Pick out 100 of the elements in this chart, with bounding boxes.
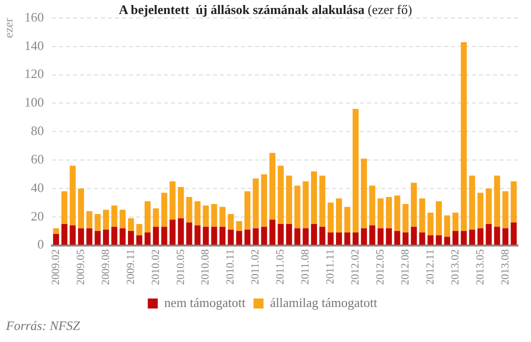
bar xyxy=(269,220,276,245)
bar xyxy=(178,218,184,245)
bar xyxy=(161,226,168,245)
bar xyxy=(344,206,350,232)
bar xyxy=(386,228,392,245)
bar xyxy=(94,231,101,245)
bar xyxy=(419,198,426,232)
x-tick-label: 2012.05 xyxy=(374,248,386,285)
bar xyxy=(502,228,508,245)
bar xyxy=(252,178,259,228)
bar xyxy=(352,108,359,232)
bar xyxy=(186,222,192,245)
bar xyxy=(61,224,68,245)
bar xyxy=(178,187,184,218)
bar xyxy=(428,235,434,245)
y-tick-label: 60 xyxy=(30,151,44,166)
bar xyxy=(494,176,500,227)
y-tick-label: 20 xyxy=(30,208,44,224)
bar xyxy=(452,212,458,232)
bar xyxy=(360,228,367,245)
bar xyxy=(111,226,118,245)
bar xyxy=(436,235,442,245)
bar xyxy=(319,226,326,245)
legend-label: államilag támogatott xyxy=(270,294,378,310)
bar xyxy=(352,232,359,245)
bar xyxy=(120,228,126,245)
y-tick-label: 160 xyxy=(24,9,44,24)
bar xyxy=(378,198,384,228)
bar xyxy=(360,158,367,228)
bar xyxy=(269,152,276,220)
bar xyxy=(202,205,209,227)
bar xyxy=(294,228,300,245)
bar xyxy=(410,226,417,245)
y-tick-label: 140 xyxy=(24,38,44,53)
bar xyxy=(336,198,342,232)
x-tick-label: 2010.02 xyxy=(150,249,162,285)
bar xyxy=(486,188,492,224)
bar xyxy=(94,214,101,232)
bar xyxy=(286,224,292,245)
bar xyxy=(286,176,292,224)
bar xyxy=(152,226,159,245)
legend-label: nem támogatott xyxy=(164,294,246,310)
bar xyxy=(70,225,76,245)
bar xyxy=(86,211,92,228)
bar xyxy=(410,182,417,227)
bar xyxy=(128,231,134,245)
bar xyxy=(402,204,409,232)
bar xyxy=(444,236,450,245)
chart-subtitle: (ezer fő) xyxy=(368,2,412,17)
bar xyxy=(194,225,201,245)
bar xyxy=(244,230,250,245)
x-tick-label: 2009.11 xyxy=(124,249,137,285)
bar xyxy=(53,228,60,234)
bar xyxy=(161,192,168,227)
bar xyxy=(328,202,334,232)
bar xyxy=(228,214,234,230)
bar xyxy=(311,224,318,245)
x-tick-label: 2013.08 xyxy=(499,248,512,285)
x-tick-label: 2012.08 xyxy=(399,248,412,285)
bar xyxy=(78,228,84,245)
x-tick-label: 2009.02 xyxy=(50,249,62,285)
bar xyxy=(228,230,234,245)
bar xyxy=(311,171,318,224)
bar xyxy=(428,212,434,236)
bar xyxy=(211,226,218,245)
y-tick-label: 80 xyxy=(30,123,44,138)
bar xyxy=(136,235,142,245)
bar xyxy=(402,232,409,245)
bar xyxy=(294,186,300,228)
bar xyxy=(319,176,326,227)
bar xyxy=(444,215,450,237)
x-tick-label: 2010.05 xyxy=(174,248,187,285)
bar xyxy=(261,226,268,245)
bar xyxy=(102,230,109,245)
bar xyxy=(261,174,268,227)
bar xyxy=(219,206,226,227)
bar xyxy=(186,196,192,223)
bar xyxy=(369,225,376,245)
x-tick-label: 2013.02 xyxy=(449,249,462,285)
bar xyxy=(436,201,442,236)
bar xyxy=(236,221,242,232)
bar xyxy=(510,222,517,245)
bar xyxy=(460,231,467,245)
bar xyxy=(369,186,376,226)
bar xyxy=(111,205,118,227)
bar xyxy=(278,166,284,224)
bar xyxy=(452,231,458,245)
bar xyxy=(328,232,334,245)
bar xyxy=(152,208,159,227)
bar xyxy=(460,42,467,232)
bar xyxy=(61,191,68,224)
bar xyxy=(144,232,151,245)
x-tick-label: 2011.08 xyxy=(300,248,312,285)
x-tick-label: 2012.02 xyxy=(350,249,362,285)
x-tick-label: 2013.05 xyxy=(474,248,486,285)
bar xyxy=(502,191,508,228)
x-tick-label: 2011.11 xyxy=(324,249,337,284)
bar xyxy=(78,188,84,228)
bar xyxy=(477,192,484,228)
bar xyxy=(120,210,126,228)
